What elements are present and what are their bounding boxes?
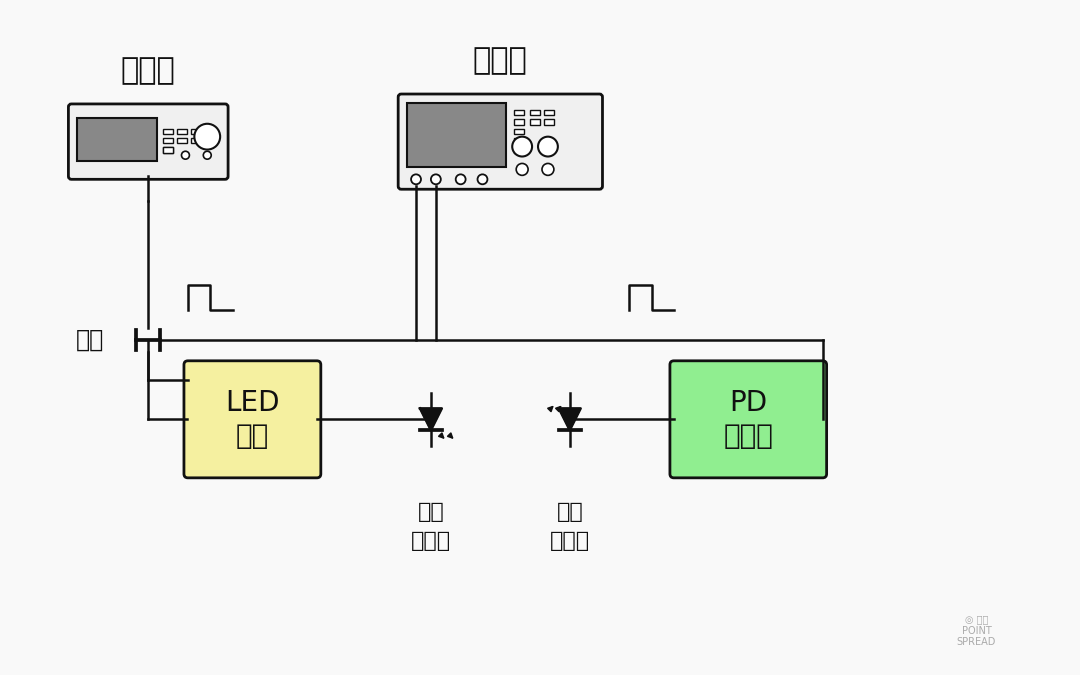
Text: 示波器: 示波器 bbox=[473, 46, 528, 75]
Bar bbox=[191, 128, 201, 134]
Polygon shape bbox=[558, 408, 581, 430]
Circle shape bbox=[181, 151, 189, 159]
Bar bbox=[177, 128, 187, 134]
Circle shape bbox=[456, 174, 465, 184]
FancyBboxPatch shape bbox=[670, 361, 826, 478]
Text: 光敏: 光敏 bbox=[556, 502, 583, 522]
Text: 发光: 发光 bbox=[418, 502, 444, 522]
Text: 二极管: 二极管 bbox=[410, 531, 451, 551]
Text: LED
驱动: LED 驱动 bbox=[225, 389, 280, 450]
Bar bbox=[530, 110, 540, 115]
Text: 信号源: 信号源 bbox=[121, 56, 176, 85]
Bar bbox=[514, 119, 524, 125]
Bar bbox=[544, 110, 554, 115]
FancyBboxPatch shape bbox=[184, 361, 321, 478]
FancyBboxPatch shape bbox=[399, 94, 603, 189]
Polygon shape bbox=[420, 408, 442, 430]
Circle shape bbox=[203, 151, 212, 159]
Bar bbox=[163, 147, 173, 153]
Circle shape bbox=[194, 124, 220, 150]
Bar bbox=[177, 138, 187, 143]
Circle shape bbox=[431, 174, 441, 184]
Circle shape bbox=[477, 174, 487, 184]
Text: 三通: 三通 bbox=[76, 328, 104, 352]
Bar bbox=[407, 103, 507, 167]
Bar bbox=[163, 128, 173, 134]
Bar bbox=[514, 138, 524, 144]
Text: ◎ 点昐
POINT
SPREAD: ◎ 点昐 POINT SPREAD bbox=[957, 614, 996, 647]
Bar bbox=[78, 118, 158, 161]
Bar bbox=[163, 147, 173, 153]
Bar bbox=[514, 110, 524, 115]
Bar bbox=[514, 148, 524, 153]
Text: PD
放大器: PD 放大器 bbox=[724, 389, 773, 450]
Bar bbox=[530, 119, 540, 125]
FancyBboxPatch shape bbox=[68, 104, 228, 180]
Circle shape bbox=[516, 163, 528, 176]
Bar bbox=[544, 119, 554, 125]
Bar bbox=[514, 129, 524, 134]
Bar bbox=[191, 138, 201, 143]
Circle shape bbox=[538, 136, 558, 157]
Circle shape bbox=[542, 163, 554, 176]
Text: 二极管: 二极管 bbox=[550, 531, 590, 551]
Bar bbox=[163, 138, 173, 143]
Circle shape bbox=[512, 136, 532, 157]
Circle shape bbox=[411, 174, 421, 184]
